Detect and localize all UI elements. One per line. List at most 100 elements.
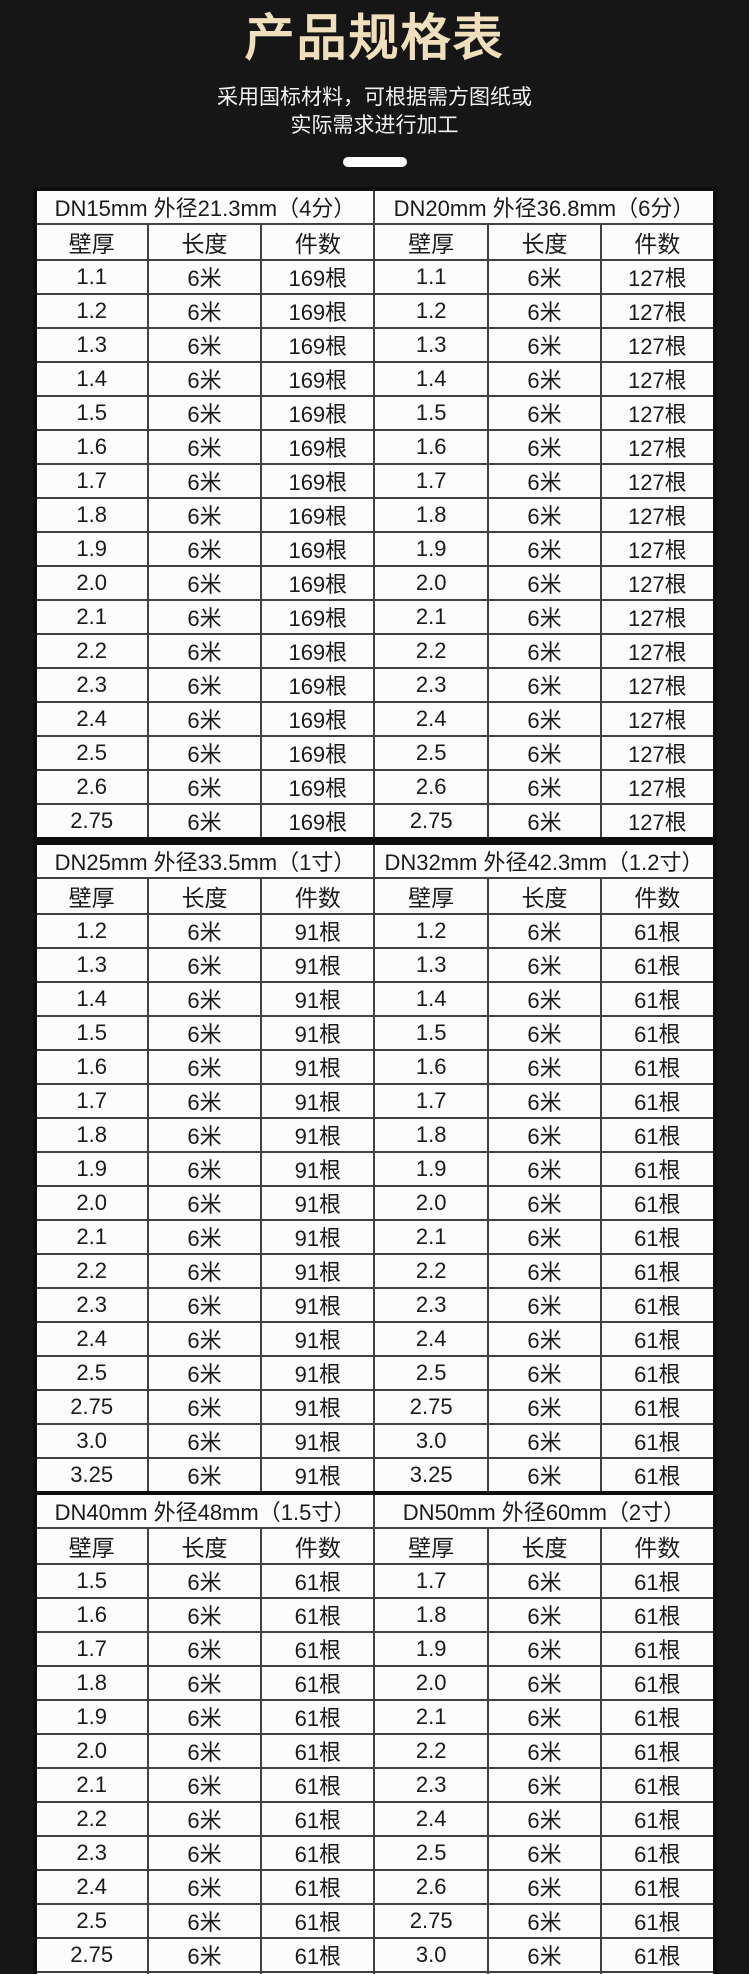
wall-thickness-cell: 3.0	[373, 1937, 489, 1973]
length-cell: 6米	[486, 1219, 603, 1255]
length-cell: 6米	[146, 1457, 263, 1494]
wall-thickness-cell: 1.2	[373, 913, 489, 949]
length-cell: 6米	[146, 1869, 263, 1905]
count-cell: 169根	[260, 565, 376, 601]
length-cell: 6米	[486, 735, 603, 771]
wall-thickness-cell: 2.0	[373, 1185, 489, 1221]
wall-thickness-cell: 3.0	[373, 1423, 489, 1459]
wall-thickness-cell: 1.8	[33, 1117, 149, 1153]
count-cell: 169根	[260, 769, 376, 805]
length-cell: 6米	[486, 1699, 603, 1735]
length-cell: 6米	[486, 1869, 603, 1905]
table-title-left: DN25mm 外径33.5mm（1寸）	[33, 842, 376, 879]
length-cell: 6米	[486, 565, 603, 601]
count-cell: 127根	[600, 293, 716, 329]
length-cell: 6米	[146, 429, 263, 465]
column-header: 长度	[146, 1527, 263, 1565]
spec-row: 2.0 6米 169根 2.0 6米 127根	[33, 565, 716, 601]
wall-thickness-cell: 1.9	[373, 531, 489, 567]
length-cell: 6米	[486, 913, 603, 949]
wall-thickness-cell: 2.0	[373, 1665, 489, 1701]
wall-thickness-cell: 1.9	[33, 1699, 149, 1735]
column-header: 件数	[600, 877, 716, 915]
wall-thickness-cell: 1.3	[33, 327, 149, 363]
length-cell: 6米	[486, 1631, 603, 1667]
count-cell: 127根	[600, 633, 716, 669]
spec-row: 2.2 6米 91根 2.2 6米 61根	[33, 1253, 716, 1289]
count-cell: 61根	[600, 1151, 716, 1187]
count-cell: 61根	[600, 1597, 716, 1633]
length-cell: 6米	[146, 1253, 263, 1289]
wall-thickness-cell: 1.5	[33, 395, 149, 431]
table-title-row: DN40mm 外径48mm（1.5寸） DN50mm 外径60mm（2寸）	[33, 1492, 716, 1529]
length-cell: 6米	[146, 1699, 263, 1735]
count-cell: 61根	[600, 1219, 716, 1255]
divider-dash	[342, 157, 407, 167]
wall-thickness-cell: 1.9	[373, 1631, 489, 1667]
count-cell: 61根	[600, 1733, 716, 1769]
table-title-left: DN40mm 外径48mm（1.5寸）	[33, 1492, 376, 1529]
spec-row: 1.3 6米 169根 1.3 6米 127根	[33, 327, 716, 363]
spec-row: 1.8 6米 91根 1.8 6米 61根	[33, 1117, 716, 1153]
count-cell: 127根	[600, 259, 716, 295]
length-cell: 6米	[146, 1971, 263, 1974]
wall-thickness-cell: 2.5	[33, 735, 149, 771]
count-cell: 91根	[260, 1389, 376, 1425]
count-cell: 61根	[600, 1971, 716, 1974]
table-title-row: DN25mm 外径33.5mm（1寸） DN32mm 外径42.3mm（1.2寸）	[33, 842, 716, 879]
spec-row: 2.1 6米 169根 2.1 6米 127根	[33, 599, 716, 635]
wall-thickness-cell: 2.3	[33, 1835, 149, 1871]
column-header-row: 壁厚 长度 件数 壁厚 长度 件数	[33, 223, 716, 261]
length-cell: 6米	[146, 633, 263, 669]
wall-thickness-cell: 2.1	[33, 599, 149, 635]
count-cell: 169根	[260, 463, 376, 499]
wall-thickness-cell: 2.1	[33, 1767, 149, 1803]
count-cell: 61根	[600, 1015, 716, 1051]
length-cell: 6米	[486, 803, 603, 840]
count-cell: 91根	[260, 1049, 376, 1085]
count-cell: 91根	[260, 1423, 376, 1459]
spec-row: 2.5 6米 169根 2.5 6米 127根	[33, 735, 716, 771]
spec-row: 2.2 6米 169根 2.2 6米 127根	[33, 633, 716, 669]
wall-thickness-cell: 1.2	[373, 293, 489, 329]
wall-thickness-cell: 2.2	[373, 1733, 489, 1769]
wall-thickness-cell: 1.3	[373, 327, 489, 363]
length-cell: 6米	[146, 947, 263, 983]
wall-thickness-cell: 2.6	[373, 1869, 489, 1905]
count-cell: 61根	[260, 1767, 376, 1803]
wall-thickness-cell: 2.4	[33, 1869, 149, 1905]
wall-thickness-cell: 2.3	[373, 1287, 489, 1323]
count-cell: 91根	[260, 1287, 376, 1323]
count-cell: 61根	[600, 1699, 716, 1735]
spec-row: 1.7 6米 169根 1.7 6米 127根	[33, 463, 716, 499]
count-cell: 169根	[260, 701, 376, 737]
length-cell: 6米	[486, 667, 603, 703]
wall-thickness-cell: 1.8	[373, 1117, 489, 1153]
spec-table-dn25-dn32: DN25mm 外径33.5mm（1寸） DN32mm 外径42.3mm（1.2寸）…	[32, 841, 717, 1495]
count-cell: 169根	[260, 293, 376, 329]
count-cell: 61根	[600, 1049, 716, 1085]
wall-thickness-cell: 1.2	[33, 913, 149, 949]
column-header: 件数	[600, 1527, 716, 1565]
count-cell: 91根	[260, 1015, 376, 1051]
count-cell: 61根	[600, 1457, 716, 1494]
length-cell: 6米	[146, 1597, 263, 1633]
wall-thickness-cell: 1.5	[373, 1015, 489, 1051]
count-cell: 61根	[600, 1253, 716, 1289]
column-header: 件数	[260, 1527, 376, 1565]
wall-thickness-cell: 1.4	[33, 981, 149, 1017]
count-cell: 91根	[260, 947, 376, 983]
length-cell: 6米	[146, 1937, 263, 1973]
column-header: 长度	[486, 223, 603, 261]
length-cell: 6米	[486, 1835, 603, 1871]
count-cell: 169根	[260, 395, 376, 431]
count-cell: 61根	[260, 1665, 376, 1701]
table-title-right: DN20mm 外径36.8mm（6分）	[373, 188, 716, 225]
wall-thickness-cell: 3.25	[33, 1457, 149, 1494]
column-header: 壁厚	[33, 223, 149, 261]
count-cell: 61根	[600, 1117, 716, 1153]
spec-row: 1.6 6米 169根 1.6 6米 127根	[33, 429, 716, 465]
spec-row: 1.8 6米 61根 2.0 6米 61根	[33, 1665, 716, 1701]
spec-row: 2.0 6米 61根 2.2 6米 61根	[33, 1733, 716, 1769]
count-cell: 61根	[260, 1733, 376, 1769]
